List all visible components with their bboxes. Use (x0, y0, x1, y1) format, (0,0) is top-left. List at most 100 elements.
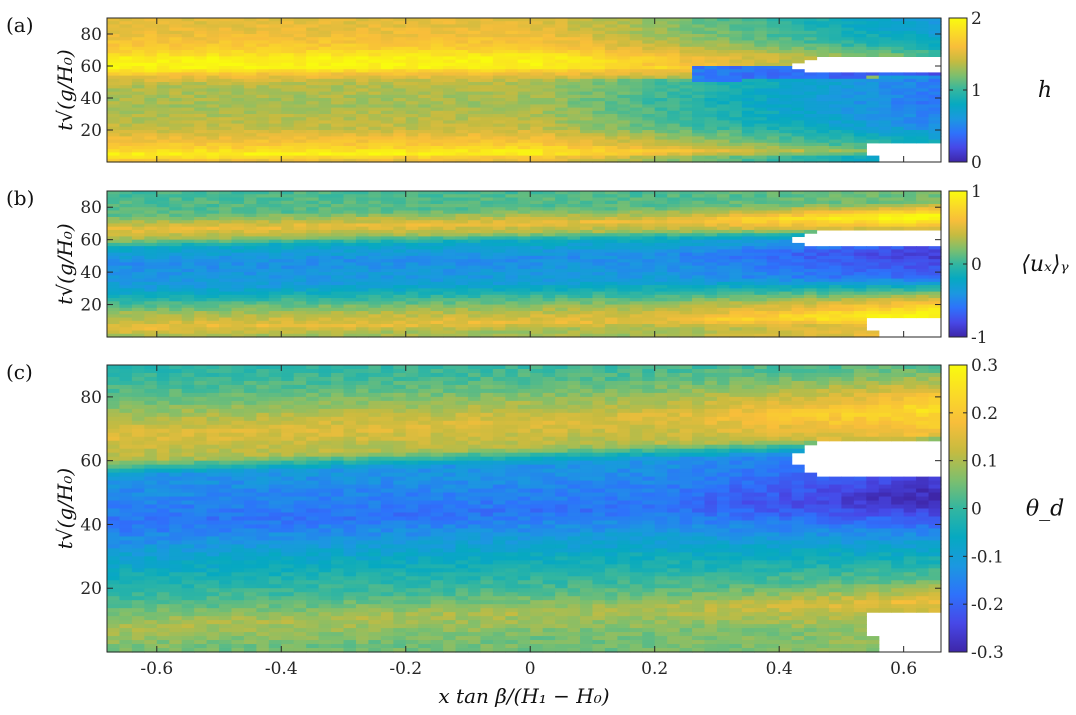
heatmap-cell (343, 66, 357, 70)
heatmap-cell (729, 66, 743, 70)
heatmap-cell (866, 94, 880, 99)
heatmap-cell (380, 88, 394, 93)
heatmap-cell (343, 59, 357, 64)
heatmap-cell (331, 85, 345, 89)
heatmap-cell (841, 191, 855, 195)
heatmap-cell (418, 152, 432, 157)
heatmap-cell (368, 66, 382, 70)
heatmap-cell (729, 191, 743, 195)
heatmap-cell (368, 56, 382, 61)
heatmap-cell (779, 133, 793, 137)
heatmap-cell (418, 88, 432, 93)
heatmap-cell (281, 146, 295, 150)
heatmap-cell (430, 62, 444, 67)
heatmap-cell (828, 142, 843, 147)
heatmap-cell (306, 37, 320, 41)
heatmap-cell (231, 120, 245, 125)
heatmap-cell (368, 75, 382, 80)
heatmap-cell (754, 69, 768, 73)
heatmap-cell (405, 34, 419, 38)
heatmap-cell (555, 136, 569, 141)
heatmap-cell (107, 94, 121, 99)
heatmap-cell (828, 123, 843, 128)
heatmap-cell (804, 152, 818, 157)
heatmap-cell (206, 158, 220, 163)
heatmap-cell (119, 24, 133, 29)
heatmap-cell (766, 34, 780, 38)
heatmap-cell (878, 110, 892, 115)
heatmap-cell (343, 82, 357, 86)
heatmap-cell (480, 69, 494, 73)
heatmap-cell (343, 101, 357, 105)
heatmap-cell (368, 34, 382, 38)
heatmap-cell (430, 94, 444, 99)
heatmap-cell (430, 69, 444, 73)
heatmap-cell (716, 34, 730, 38)
heatmap-cell (181, 104, 195, 109)
heatmap-cell (530, 152, 544, 157)
heatmap-cell (268, 46, 282, 51)
heatmap-cell (306, 72, 320, 77)
heatmap-cell (517, 78, 531, 83)
heatmap-cell (592, 123, 606, 128)
heatmap-cell (219, 142, 233, 147)
heatmap-cell (804, 98, 818, 102)
heatmap-cell (505, 21, 519, 25)
heatmap-cell (306, 56, 320, 61)
heatmap-cell (318, 149, 332, 153)
heatmap-cell (779, 75, 793, 80)
heatmap-cell (505, 130, 519, 134)
heatmap-cell (580, 152, 594, 157)
heatmap-cell (443, 123, 457, 128)
heatmap-cell (580, 56, 594, 61)
heatmap-cell (418, 98, 432, 102)
heatmap-cell (704, 30, 718, 35)
heatmap-cell (243, 72, 257, 77)
heatmap-cell (480, 158, 494, 163)
heatmap-cell (804, 126, 818, 131)
heatmap-cell (455, 120, 469, 125)
heatmap-cell (256, 53, 270, 57)
heatmap-cell (318, 200, 332, 205)
heatmap-cell (443, 146, 457, 150)
heatmap-cell (828, 107, 843, 112)
heatmap-cell (878, 136, 892, 141)
heatmap-cell (492, 94, 506, 99)
heatmap-cell (617, 197, 631, 202)
heatmap-cell (393, 21, 407, 25)
heatmap-cell (343, 197, 357, 202)
heatmap-cell (704, 85, 718, 89)
heatmap-cell (393, 146, 407, 150)
heatmap-cell (206, 66, 220, 70)
heatmap-cell (567, 98, 581, 102)
heatmap-cell (642, 152, 656, 157)
heatmap-cell (355, 72, 370, 77)
heatmap-cell (430, 21, 444, 25)
heatmap-cell (766, 139, 780, 144)
heatmap-cell (804, 43, 818, 48)
heatmap-cell (181, 155, 195, 160)
heatmap-cell (903, 40, 917, 45)
heatmap-cell (219, 30, 233, 35)
heatmap-cell (144, 133, 158, 137)
heatmap-cell (667, 136, 681, 141)
heatmap-cell (156, 94, 170, 99)
heatmap-cell (131, 62, 145, 67)
heatmap-cell (841, 130, 855, 134)
heatmap-cell (878, 107, 892, 112)
heatmap-cell (517, 59, 531, 64)
heatmap-cell (418, 200, 432, 205)
heatmap-cell (766, 69, 780, 73)
heatmap-cell (629, 30, 643, 35)
heatmap-cell (542, 50, 556, 54)
heatmap-cell (492, 130, 506, 134)
heatmap-cell (567, 82, 581, 86)
heatmap-cell (206, 120, 220, 125)
heatmap-cell (517, 37, 531, 41)
heatmap-cell (293, 34, 307, 38)
heatmap-cell (480, 91, 494, 96)
heatmap-cell (555, 123, 569, 128)
heatmap-cell (716, 66, 730, 70)
heatmap-cell (828, 191, 843, 195)
heatmap-cell (891, 34, 905, 38)
